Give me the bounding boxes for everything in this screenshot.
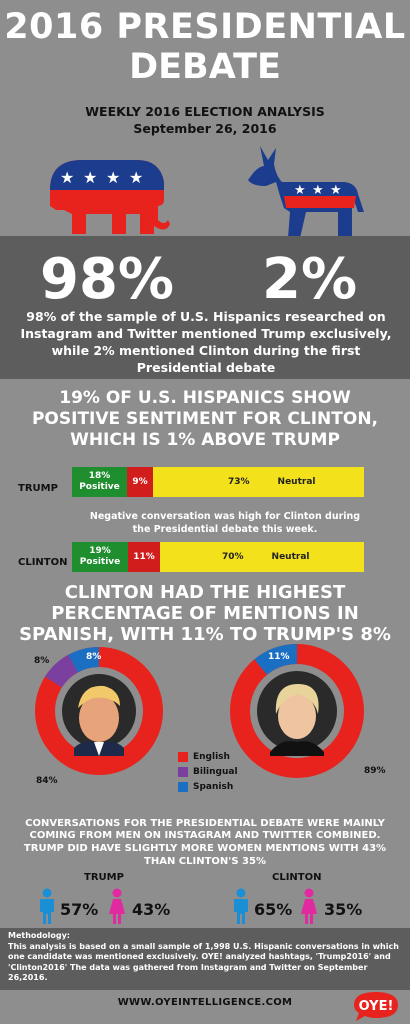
- trump-positive-segment: 18% Positive: [72, 467, 127, 497]
- trump-neutral-segment: 73% Neutral: [153, 467, 364, 497]
- sentiment-heading-1: 19% OF U.S. HISPANICS SHOW: [59, 388, 351, 408]
- footer-url[interactable]: WWW.OYEINTELLIGENCE.COM: [117, 997, 293, 1008]
- methodology-text: This analysis is based on a small sample…: [8, 941, 399, 983]
- clinton-female-icon: [301, 888, 317, 924]
- trump-positive-value: 18%: [88, 471, 111, 481]
- sentiment-note: Negative conversation was high for Clint…: [89, 511, 361, 535]
- clinton-english-label: 89%: [364, 766, 386, 776]
- title-line-1: 2016 PRESIDENTIAL: [4, 7, 406, 47]
- trump-sentiment-bar: 18% Positive 9% 73% Neutral: [72, 467, 364, 497]
- gender-heading-3: TRUMP DID HAVE SLIGHTLY MORE WOMEN MENTI…: [23, 843, 387, 854]
- svg-text:OYE!: OYE!: [359, 999, 394, 1014]
- svg-text:★: ★: [330, 183, 342, 198]
- republican-elephant-icon: ★ ★ ★ ★: [50, 160, 170, 234]
- trump-bar-label: TRUMP: [18, 483, 58, 494]
- clinton-negative-value: 11%: [133, 551, 155, 562]
- trump-negative-value: 9%: [132, 476, 148, 487]
- date: September 26, 2016: [133, 121, 277, 136]
- svg-text:★: ★: [60, 168, 74, 187]
- clinton-bar-label: CLINTON: [18, 557, 68, 568]
- trump-female-icon: [109, 888, 125, 924]
- clinton-mention-pct: 2%: [262, 247, 358, 312]
- clinton-women-pct: 35%: [324, 900, 363, 919]
- gender-clinton-label: CLINTON: [272, 872, 322, 883]
- svg-text:★: ★: [106, 168, 120, 187]
- trump-negative-segment: 9%: [127, 467, 153, 497]
- trump-language-donut: [35, 647, 163, 775]
- methodology-title: Methodology:: [8, 931, 71, 940]
- gender-heading-2: COMING FROM MEN ON INSTAGRAM AND TWITTER…: [29, 830, 381, 841]
- oye-logo: OYE!: [354, 992, 398, 1021]
- legend-spanish: Spanish: [178, 782, 233, 792]
- svg-text:★: ★: [294, 183, 306, 198]
- clinton-positive-value: 19%: [89, 546, 111, 556]
- title-line-2: DEBATE: [129, 47, 281, 87]
- language-heading-2: PERCENTAGE OF MENTIONS IN: [51, 603, 359, 624]
- clinton-spanish-slice: [230, 644, 364, 778]
- clinton-spanish-label: 11%: [268, 652, 290, 662]
- trump-neutral-word: Neutral: [277, 476, 316, 487]
- trump-bilingual-label: 8%: [34, 656, 50, 666]
- legend-english: English: [178, 752, 230, 762]
- clinton-language-donut: [230, 644, 364, 778]
- sentiment-heading-3: WHICH IS 1% ABOVE TRUMP: [70, 430, 340, 450]
- clinton-positive-segment: 19% Positive: [72, 542, 128, 572]
- clinton-positive-word: Positive: [79, 557, 121, 567]
- gender-trump-label: TRUMP: [84, 872, 124, 883]
- svg-text:★: ★: [83, 168, 97, 187]
- clinton-neutral-value: 70%: [222, 551, 244, 562]
- clinton-neutral-word: Neutral: [271, 551, 310, 562]
- stats-band: [0, 236, 410, 379]
- subtitle: WEEKLY 2016 ELECTION ANALYSIS: [85, 104, 325, 119]
- trump-men-pct: 57%: [60, 900, 99, 919]
- svg-text:★: ★: [129, 168, 143, 187]
- gender-heading-1: CONVERSATIONS FOR THE PRESIDENTIAL DEBAT…: [25, 818, 385, 829]
- trump-women-pct: 43%: [132, 900, 171, 919]
- clinton-men-pct: 65%: [254, 900, 293, 919]
- methodology-block: Methodology: This analysis is based on a…: [0, 928, 410, 990]
- stats-description: 98% of the sample of U.S. Hispanics rese…: [20, 309, 392, 375]
- trump-spanish-label: 8%: [86, 652, 102, 662]
- trump-mention-pct: 98%: [40, 247, 175, 312]
- trump-spanish-slice: [35, 647, 163, 775]
- trump-neutral-value: 73%: [228, 476, 250, 487]
- clinton-negative-segment: 11%: [128, 542, 160, 572]
- clinton-male-icon: [234, 888, 248, 924]
- legend-bilingual: Bilingual: [178, 767, 238, 777]
- gender-heading-4: THAN CLINTON'S 35%: [144, 856, 266, 867]
- trump-positive-word: Positive: [79, 482, 120, 492]
- clinton-sentiment-bar: 19% Positive 11% 70% Neutral: [72, 542, 364, 572]
- clinton-neutral-segment: 70% Neutral: [160, 542, 364, 572]
- sentiment-heading-2: POSITIVE SENTIMENT FOR CLINTON,: [31, 409, 379, 429]
- trump-english-slice: [35, 647, 163, 775]
- language-heading-3: SPANISH, WITH 11% TO TRUMP'S 8%: [19, 624, 391, 645]
- democratic-donkey-icon: ★ ★ ★: [248, 146, 364, 238]
- svg-text:★: ★: [312, 183, 324, 198]
- trump-male-icon: [40, 888, 54, 924]
- language-heading-1: CLINTON HAD THE HIGHEST: [64, 582, 346, 603]
- trump-english-label: 84%: [36, 776, 58, 786]
